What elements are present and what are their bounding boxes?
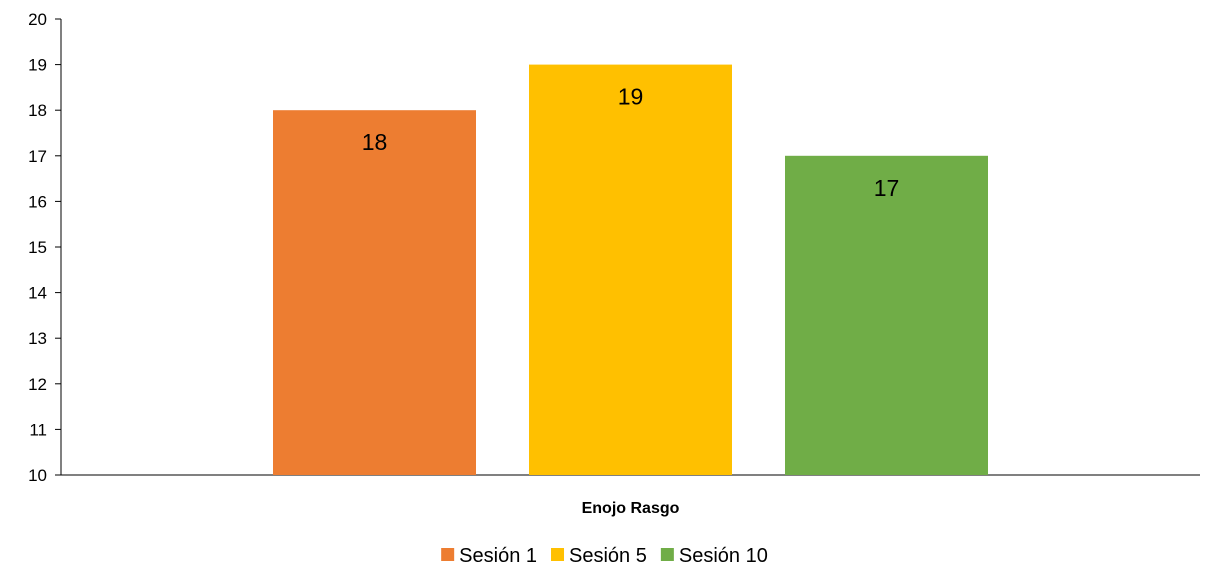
legend-swatch xyxy=(660,548,674,561)
y-tick-label: 18 xyxy=(28,101,47,120)
category-labels: Enojo Rasgo xyxy=(582,500,680,517)
legend-swatch xyxy=(441,548,455,561)
legend-label: Sesión 1 xyxy=(459,545,537,567)
y-axis: 10 11 12 13 14 15 16 17 18 19 20 xyxy=(28,10,62,485)
y-tick-label: 17 xyxy=(28,147,47,166)
data-label: 19 xyxy=(618,84,644,110)
category-label: Enojo Rasgo xyxy=(582,500,680,517)
bar xyxy=(273,110,476,475)
y-tick-label: 10 xyxy=(28,466,47,485)
data-label: 18 xyxy=(362,129,388,155)
data-label: 17 xyxy=(874,175,900,201)
legend-label: Sesión 10 xyxy=(679,545,768,567)
legend-item: Sesión 5 xyxy=(551,545,647,567)
data-labels: 18 19 17 xyxy=(362,84,900,201)
y-tick-label: 19 xyxy=(28,56,47,75)
bars xyxy=(273,64,988,476)
y-tick-label: 15 xyxy=(28,238,47,257)
y-tick-label: 12 xyxy=(28,375,47,394)
y-tick-label: 20 xyxy=(28,10,47,29)
legend-swatch xyxy=(551,548,565,561)
y-tick-label: 14 xyxy=(28,284,47,303)
bar xyxy=(529,64,732,475)
y-tick-label: 16 xyxy=(28,192,47,211)
legend-label: Sesión 5 xyxy=(569,545,647,567)
legend-item: Sesión 10 xyxy=(660,545,768,567)
legend: Sesión 1 Sesión 5 Sesión 10 xyxy=(441,545,768,567)
y-tick-label: 11 xyxy=(29,420,47,439)
y-tick-label: 13 xyxy=(28,329,47,348)
legend-item: Sesión 1 xyxy=(441,545,537,567)
bar xyxy=(785,155,988,476)
